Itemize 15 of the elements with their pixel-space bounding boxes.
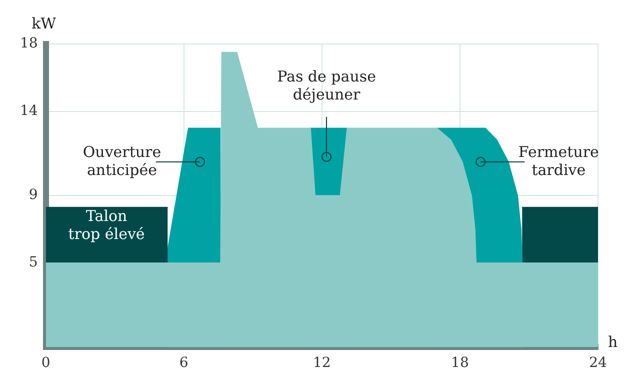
x-axis-title: h: [608, 333, 618, 352]
annotation: Talon trop élevé: [68, 206, 145, 243]
x-tick-label: 0: [41, 355, 50, 372]
x-tick-label: 12: [312, 355, 331, 372]
y-tick-label: 9: [28, 187, 38, 204]
y-tick-label: 14: [20, 103, 38, 120]
x-tick-label: 6: [179, 355, 188, 372]
y-axis-title: kW: [32, 14, 57, 32]
annotation: Fermeture tardive: [518, 142, 600, 179]
annotation: Pas de pause déjeuner: [277, 68, 376, 104]
y-tick-label: 18: [20, 36, 38, 52]
y-tick-label: 5: [28, 254, 38, 271]
annotation: Ouverture anticipée: [82, 142, 162, 179]
x-tick-label: 18: [451, 355, 469, 372]
x-tick-label: 24: [589, 355, 607, 372]
